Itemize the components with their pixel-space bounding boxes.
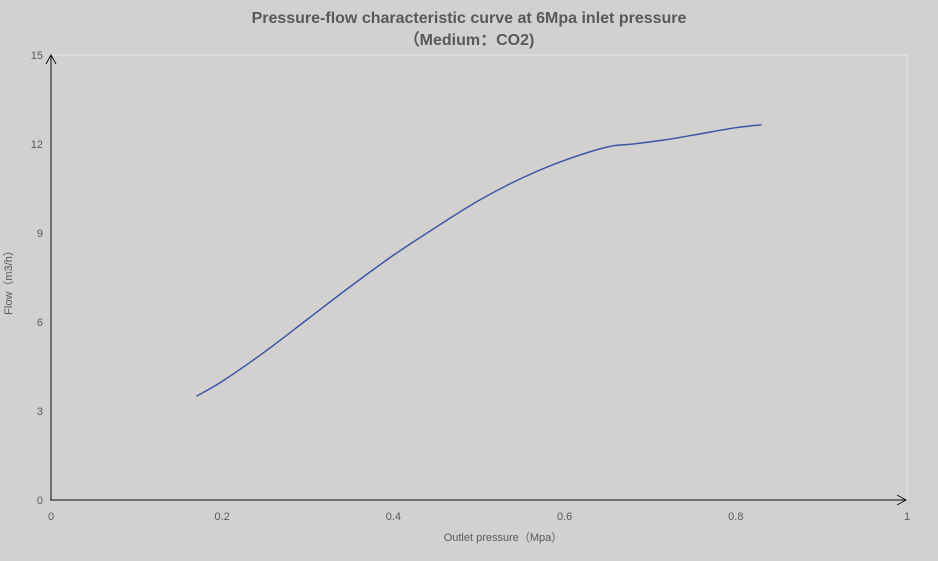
x-tick-label: 0.6	[557, 511, 572, 523]
chart-title-line2: （Medium：CO2)	[403, 32, 535, 49]
x-tick-label: 0	[48, 511, 54, 523]
x-tick-label: 0.2	[215, 511, 230, 523]
series-line	[196, 123, 762, 397]
chart-title-line1: Pressure-flow characteristic curve at 6M…	[251, 10, 687, 27]
y-tick-label: 9	[37, 228, 43, 240]
x-tick-label: 0.4	[386, 511, 401, 523]
x-tick-label: 1	[904, 511, 910, 523]
x-tick-label: 0.8	[728, 511, 743, 523]
y-axis-title: Flow（m3/h）	[2, 245, 15, 315]
chart-title: Pressure-flow characteristic curve at 6M…	[0, 8, 938, 52]
x-axis-arrow-icon	[896, 494, 908, 506]
x-axis-title: Outlet pressure（Mpa）	[444, 531, 563, 544]
series-group	[196, 123, 762, 397]
y-tick-label: 6	[37, 317, 43, 329]
y-tick-label: 3	[37, 406, 43, 418]
x-tick-labels: 0 0.2 0.4 0.6 0.8 1	[48, 511, 910, 523]
y-tick-labels: 0 3 6 9 12 15	[31, 50, 43, 507]
y-tick-label: 12	[31, 139, 43, 151]
y-tick-label: 15	[31, 50, 43, 62]
y-tick-label: 0	[37, 495, 43, 507]
y-axis-arrow-icon	[45, 53, 57, 65]
